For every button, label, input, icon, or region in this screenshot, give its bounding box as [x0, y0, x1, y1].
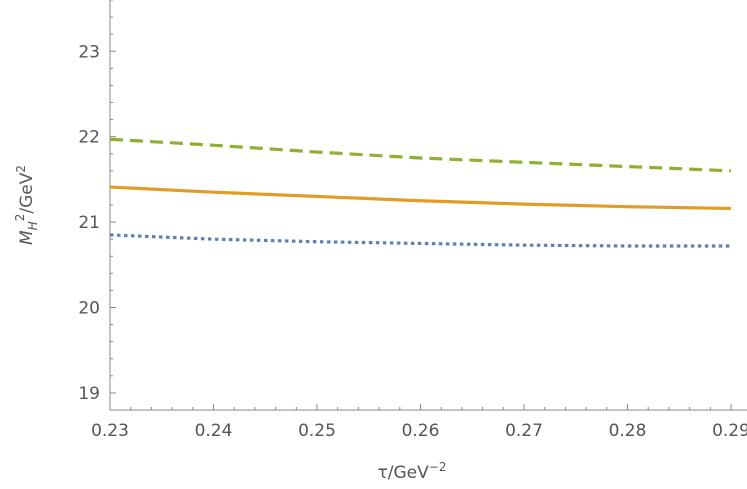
y-axis-title-sub: H [26, 221, 40, 230]
series-line-dotted [109, 233, 731, 248]
x-ticks: 0.23 0.24 0.25 0.26 0.27 0.28 0.29 [91, 404, 747, 441]
series-line-dashed [109, 137, 732, 173]
x-axis-title-base: τ/GeV [378, 463, 430, 483]
plot-area: 19 20 21 22 23 0.23 0.24 0.25 0.26 0.27 0.28 0.29 [78, 0, 747, 441]
y-tick-label: 22 [78, 128, 100, 148]
x-axis-title: τ/GeV−2 [378, 460, 447, 483]
x-tick-label: 0.27 [505, 421, 543, 441]
x-axis-title-exponent: −2 [429, 460, 447, 474]
series-group [109, 137, 732, 248]
x-tick-label: 0.23 [91, 421, 129, 441]
x-tick-label: 0.29 [712, 421, 747, 441]
y-axis-title: MH2/GeV2 [13, 165, 40, 245]
y-axis-title-rest: /GeV [17, 172, 37, 213]
x-tick-label: 0.28 [609, 421, 647, 441]
series-line-solid [109, 185, 732, 211]
y-tick-label: 19 [78, 384, 100, 404]
y-axis-title-sup1: 2 [13, 214, 27, 222]
y-tick-label: 21 [78, 213, 100, 233]
x-tick-label: 0.24 [195, 421, 233, 441]
y-tick-label: 20 [78, 299, 100, 319]
y-ticks: 19 20 21 22 23 [78, 0, 116, 411]
x-tick-label: 0.26 [402, 421, 440, 441]
x-tick-label: 0.25 [298, 421, 336, 441]
y-axis-title-m: M [17, 230, 37, 245]
y-axis-title-sup2: 2 [14, 165, 28, 173]
y-tick-label: 23 [78, 42, 100, 62]
